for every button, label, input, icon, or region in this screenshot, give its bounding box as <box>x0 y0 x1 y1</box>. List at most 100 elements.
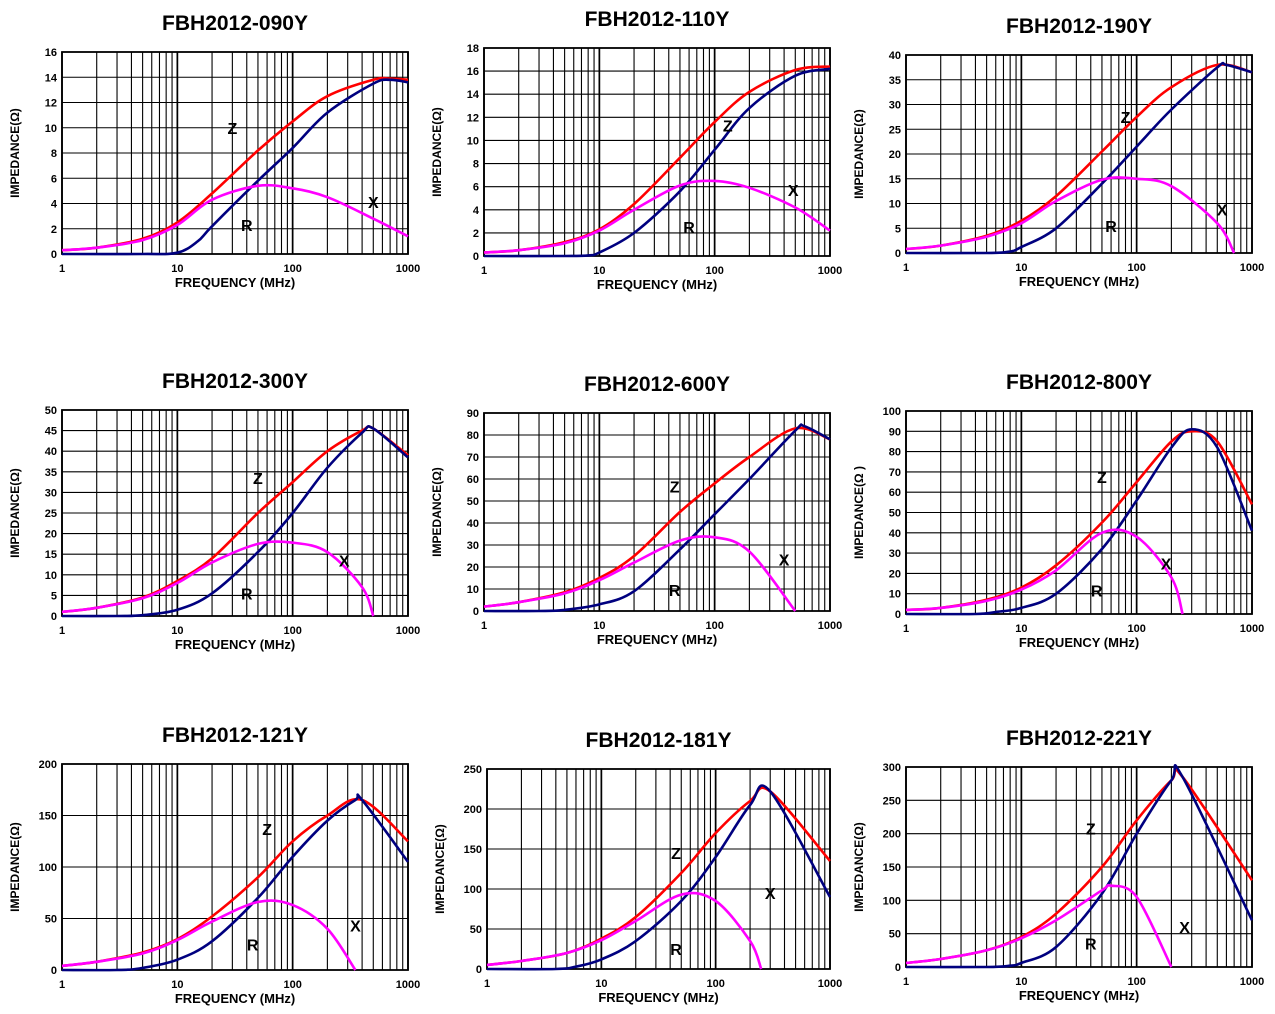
curve-label-z: Z <box>671 846 681 863</box>
grid <box>486 768 831 970</box>
plot-frame <box>905 410 1253 615</box>
x-tick-label: 100 <box>1127 262 1145 274</box>
y-tick-label: 0 <box>895 609 901 621</box>
chart-title: FBH2012-600Y <box>584 373 730 396</box>
y-tick-label: 20 <box>889 149 901 161</box>
y-tick-label: 40 <box>889 50 901 62</box>
x-tick-label: 1000 <box>396 625 420 637</box>
curve-label-z: Z <box>227 121 237 138</box>
grid <box>61 409 409 617</box>
y-tick-label: 50 <box>45 914 57 926</box>
curve-label-r: R <box>669 583 681 600</box>
y-tick-label: 100 <box>883 895 901 907</box>
x-tick-label: 1000 <box>1240 262 1264 274</box>
y-tick-label: 50 <box>889 929 901 941</box>
y-tick-label: 0 <box>895 248 901 260</box>
y-tick-label: 30 <box>889 548 901 560</box>
series-line-r <box>905 428 1254 616</box>
curve-label-r: R <box>247 937 259 954</box>
series-line-x <box>483 535 797 612</box>
y-tick-label: 35 <box>45 467 57 479</box>
curve-label-x: X <box>339 553 350 570</box>
x-axis-label: FREQUENCY (MHz) <box>175 991 295 1006</box>
y-tick-label: 35 <box>889 75 901 87</box>
y-tick-label: 40 <box>45 446 57 458</box>
x-tick-label: 100 <box>1127 623 1145 635</box>
y-tick-label: 300 <box>883 762 901 774</box>
x-tick-label: 1 <box>481 265 487 277</box>
y-tick-label: 45 <box>45 426 57 438</box>
curve-label-z: Z <box>723 118 733 135</box>
y-tick-label: 16 <box>45 47 57 59</box>
x-axis-label: FREQUENCY (MHz) <box>1019 274 1139 289</box>
y-tick-label: 10 <box>889 589 901 601</box>
chart-panel-3: FBH2012-190Y 0 5 10 15 20 25 30 35 40 1 10 100 1000 FR… <box>852 15 1264 289</box>
y-tick-label: 5 <box>895 223 901 235</box>
grid <box>61 763 409 971</box>
y-tick-label: 50 <box>470 924 482 936</box>
curve-label-z: Z <box>262 822 272 839</box>
x-tick-label: 100 <box>283 263 301 275</box>
series-line-z <box>905 63 1253 251</box>
series-line-r <box>483 67 831 258</box>
y-tick-label: 40 <box>889 528 901 540</box>
y-tick-label: 0 <box>473 606 479 618</box>
curve-label-r: R <box>241 586 253 603</box>
series-line-x <box>905 528 1184 615</box>
y-axis-label: IMPEDANCE(Ω) <box>8 468 22 558</box>
y-tick-label: 6 <box>51 173 57 185</box>
x-tick-label: 1 <box>59 625 65 637</box>
y-tick-label: 10 <box>45 123 57 135</box>
y-tick-label: 25 <box>45 508 57 520</box>
x-tick-label: 100 <box>1127 976 1145 988</box>
curve-label-r: R <box>683 220 695 237</box>
chart-panel-5: FBH2012-600Y 0 10 20 30 40 50 60 70 80 90 1 10 100 100… <box>430 373 842 647</box>
series-line-r <box>61 793 410 972</box>
chart-title: FBH2012-800Y <box>1006 371 1152 394</box>
x-axis-label: FREQUENCY (MHz) <box>175 637 295 652</box>
y-tick-label: 100 <box>39 862 57 874</box>
chart-panel-8: FBH2012-181Y 0 50 100 150 200 250 1 10 100 1000 FRE… <box>433 729 842 1005</box>
y-tick-label: 100 <box>883 406 901 418</box>
series-line-z <box>905 429 1254 612</box>
grid <box>905 410 1253 615</box>
chart-title: FBH2012-300Y <box>162 370 308 393</box>
y-tick-label: 15 <box>45 549 57 561</box>
plot-frame <box>905 766 1253 968</box>
y-tick-label: 90 <box>889 426 901 438</box>
y-tick-label: 0 <box>476 964 482 976</box>
x-axis-label: FREQUENCY (MHz) <box>1019 988 1139 1003</box>
y-tick-label: 20 <box>889 568 901 580</box>
curve-label-x: X <box>350 919 361 936</box>
y-tick-label: 50 <box>889 508 901 520</box>
chart-title: FBH2012-121Y <box>162 724 308 747</box>
series-line-r <box>905 61 1253 255</box>
y-tick-label: 10 <box>467 135 479 147</box>
plot-frame <box>905 54 1253 254</box>
y-tick-label: 80 <box>889 447 901 459</box>
y-axis-label: IMPEDANCE(Ω) <box>430 467 444 557</box>
y-tick-label: 50 <box>45 405 57 417</box>
y-tick-label: 12 <box>467 112 479 124</box>
x-tick-label: 1000 <box>396 979 420 991</box>
y-tick-label: 200 <box>39 759 57 771</box>
y-tick-label: 200 <box>883 829 901 841</box>
y-tick-label: 70 <box>467 452 479 464</box>
y-axis-label: IMPEDANCE(Ω ) <box>852 466 866 559</box>
curve-label-z: Z <box>253 471 263 488</box>
curve-label-z: Z <box>670 480 680 497</box>
curve-label-z: Z <box>1097 470 1107 487</box>
y-tick-label: 30 <box>889 100 901 112</box>
plot-frame <box>61 409 409 617</box>
series-line-x <box>61 183 409 252</box>
series-line-r <box>61 78 409 256</box>
series-line-z <box>61 797 409 968</box>
y-tick-label: 30 <box>467 540 479 552</box>
grid <box>905 54 1253 254</box>
chart-panel-2: FBH2012-110Y 0 2 4 6 8 10 12 14 16 18 1 10 100 1000 FRE… <box>430 8 842 292</box>
series-line-z <box>486 786 831 967</box>
plot-frame <box>61 51 409 255</box>
y-tick-label: 6 <box>473 182 479 194</box>
